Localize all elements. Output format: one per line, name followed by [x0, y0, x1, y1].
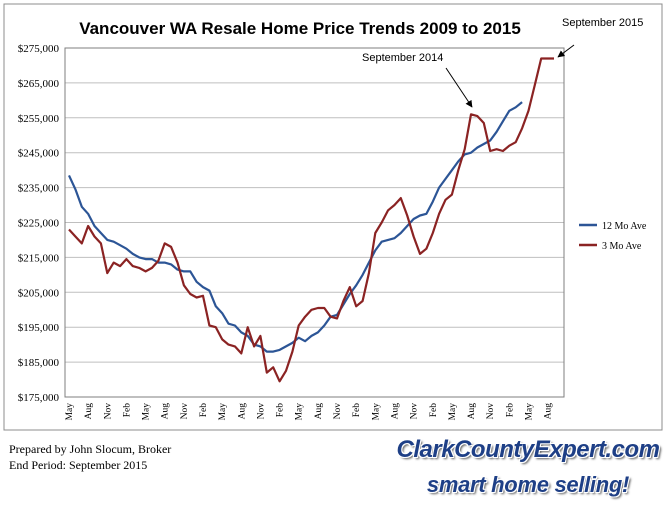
footer-prepared-by: Prepared by John Slocum, Broker [9, 442, 172, 456]
x-tick-label: Aug [314, 403, 324, 420]
x-tick-label: May [65, 403, 75, 421]
x-tick-label: Aug [237, 403, 247, 420]
legend-label-3-mo-ave: 3 Mo Ave [602, 241, 642, 252]
y-tick-label: $185,000 [18, 357, 60, 369]
y-tick-label: $255,000 [18, 113, 60, 125]
x-tick-label: Nov [180, 403, 190, 420]
x-tick-label: May [218, 403, 228, 421]
x-tick-label: May [142, 403, 152, 421]
y-tick-label: $275,000 [18, 43, 60, 55]
x-tick-label: Nov [256, 403, 266, 420]
x-tick-label: Nov [333, 403, 343, 420]
x-tick-label: Feb [122, 403, 132, 418]
legend: 12 Mo Ave 3 Mo Ave [579, 221, 647, 252]
x-tick-label: May [295, 403, 305, 421]
x-tick-label: Nov [486, 403, 496, 420]
x-axis-tick-labels: May Aug Nov Feb May Aug Nov Feb May Aug Nov Feb May A… [65, 403, 554, 421]
series-lines [68, 57, 554, 383]
y-tick-label: $175,000 [18, 392, 60, 404]
x-tick-label: Aug [544, 403, 554, 420]
y-tick-label: $235,000 [18, 183, 60, 195]
logo-tagline: smart home selling! [426, 472, 630, 497]
y-tick-label: $265,000 [18, 78, 60, 90]
y-tick-label: $245,000 [18, 148, 60, 160]
annotation-arrow-september-2014 [445, 67, 473, 108]
x-tick-label: May [371, 403, 381, 421]
x-tick-label: Aug [390, 403, 400, 420]
clark-county-expert-logo: ClarkCountyExpert.com smart home selling… [392, 436, 664, 502]
chart-frame [3, 3, 663, 431]
x-tick-label: Feb [505, 403, 515, 418]
x-tick-label: May [524, 403, 534, 421]
x-tick-label: Feb [429, 403, 439, 418]
annotation-september-2015: September 2015 [562, 17, 643, 29]
x-tick-label: Feb [199, 403, 209, 418]
annotation-arrow-september-2015 [557, 44, 575, 58]
annotation-september-2014: September 2014 [362, 52, 443, 64]
logo-site-name: ClarkCountyExpert.com [396, 436, 660, 463]
chart-title: Vancouver WA Resale Home Price Trends 20… [79, 19, 521, 38]
y-axis-tick-labels: $175,000 $185,000 $195,000 $205,000 $215,000… [18, 43, 60, 404]
grid-lines [65, 82, 564, 363]
y-tick-label: $195,000 [18, 322, 60, 334]
x-tick-label: Feb [352, 403, 362, 418]
annotations: September 2014 September 2015 [362, 17, 643, 108]
x-tick-label: Aug [84, 403, 94, 420]
y-tick-label: $205,000 [18, 287, 60, 299]
y-tick-label: $225,000 [18, 218, 60, 230]
x-tick-label: Aug [161, 403, 171, 420]
x-tick-label: Feb [276, 403, 286, 418]
legend-label-12-mo-ave: 12 Mo Ave [602, 221, 647, 232]
footer-end-period: End Period: September 2015 [9, 458, 148, 472]
x-tick-label: Aug [467, 403, 477, 420]
x-tick-label: Nov [410, 403, 420, 420]
x-tick-label: May [448, 403, 458, 421]
plot-area [64, 47, 565, 398]
x-tick-label: Nov [103, 403, 113, 420]
y-tick-label: $215,000 [18, 252, 60, 264]
series-line-3-mo-ave [68, 57, 554, 383]
